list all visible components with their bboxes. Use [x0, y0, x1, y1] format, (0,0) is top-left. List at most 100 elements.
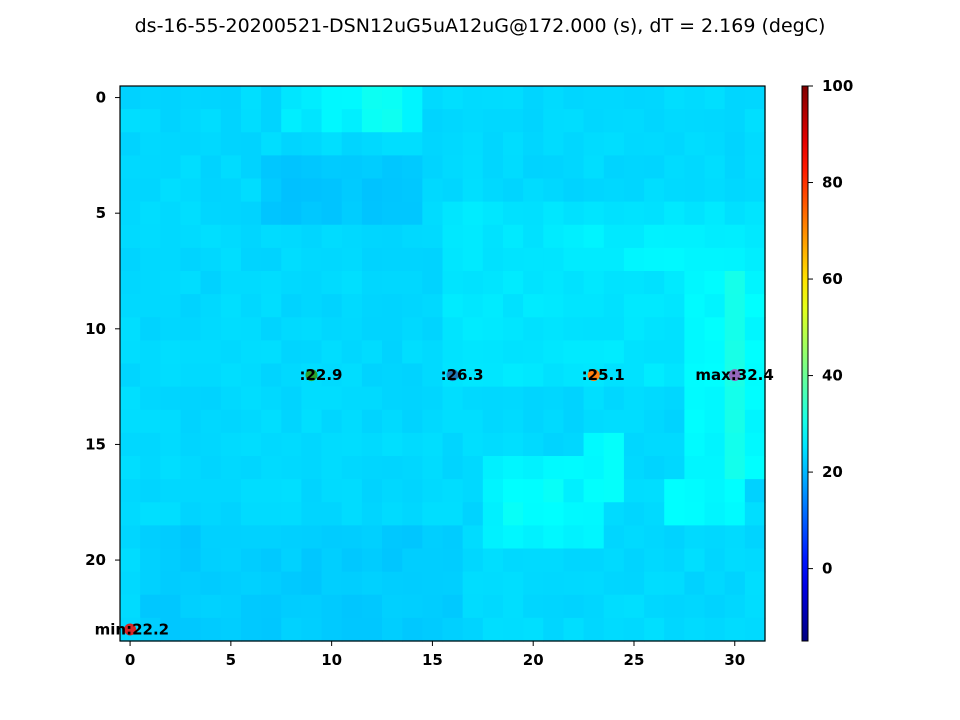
heatmap-cell — [603, 617, 625, 642]
heatmap-cell — [200, 317, 222, 341]
heatmap-cell — [240, 294, 262, 318]
heatmap-cell — [200, 386, 222, 411]
heatmap-cell — [382, 271, 403, 295]
heatmap-cell — [543, 386, 565, 411]
heatmap-cell — [140, 247, 161, 272]
heatmap-cell — [240, 409, 262, 434]
heatmap-cell — [603, 201, 625, 226]
heatmap-cell — [361, 247, 383, 272]
heatmap-cell — [321, 224, 343, 249]
heatmap-cell — [220, 247, 242, 272]
heatmap-cell — [744, 109, 766, 133]
heatmap-cell — [664, 201, 685, 226]
heatmap-cell — [301, 525, 323, 550]
heatmap-cell — [422, 178, 444, 203]
heatmap-cell — [684, 548, 706, 573]
heatmap-cell — [623, 132, 645, 156]
heatmap-cell — [301, 479, 323, 503]
heatmap-cell — [180, 386, 202, 411]
heatmap-cell — [482, 525, 504, 550]
heatmap-cell — [482, 340, 504, 365]
heatmap-cell — [644, 594, 665, 619]
marker-point — [305, 369, 318, 382]
heatmap-cell — [402, 432, 423, 457]
heatmap-cell — [281, 86, 303, 110]
heatmap-cell — [220, 317, 242, 341]
heatmap-cell — [482, 132, 504, 156]
heatmap-cell — [341, 456, 363, 480]
heatmap-cell — [644, 132, 665, 156]
marker-point — [124, 623, 137, 636]
heatmap-cell — [220, 571, 242, 596]
heatmap-cell — [200, 502, 222, 526]
heatmap-cell — [341, 271, 363, 295]
heatmap-cell — [261, 571, 282, 596]
heatmap-cell — [321, 340, 343, 365]
heatmap-cell — [321, 271, 343, 295]
heatmap-cell — [382, 548, 403, 573]
heatmap-cell — [724, 178, 746, 203]
heatmap-cell — [744, 386, 766, 411]
heatmap-cell — [724, 456, 746, 480]
heatmap-cell — [402, 109, 423, 133]
heatmap-cell — [724, 132, 746, 156]
heatmap-cell — [482, 201, 504, 226]
heatmap-cell — [502, 386, 524, 411]
heatmap-cell — [160, 525, 182, 550]
heatmap-cell — [120, 479, 141, 503]
heatmap-cell — [442, 247, 464, 272]
heatmap-cell — [442, 548, 464, 573]
heatmap-cell — [724, 109, 746, 133]
heatmap-cell — [462, 317, 484, 341]
heatmap-cell — [563, 201, 585, 226]
heatmap-cell — [644, 571, 665, 596]
heatmap-cell — [261, 317, 282, 341]
heatmap-cell — [120, 317, 141, 341]
heatmap-cell — [180, 132, 202, 156]
x-tick-label: 0 — [125, 651, 135, 669]
heatmap-cell — [664, 432, 685, 457]
heatmap-cell — [382, 525, 403, 550]
heatmap-cell — [482, 247, 504, 272]
heatmap-cell — [704, 571, 726, 596]
heatmap-cell — [321, 432, 343, 457]
heatmap-cell — [382, 456, 403, 480]
heatmap-cell — [563, 617, 585, 642]
heatmap-cell — [462, 132, 484, 156]
heatmap-cell — [563, 294, 585, 318]
heatmap-cell — [301, 409, 323, 434]
heatmap-cell — [261, 224, 282, 249]
colorbar-tick-label: 0 — [822, 560, 832, 578]
heatmap-cell — [341, 294, 363, 318]
heatmap-cell — [140, 571, 161, 596]
heatmap-cell — [180, 271, 202, 295]
heatmap-cell — [301, 247, 323, 272]
heatmap-cell — [704, 363, 726, 388]
heatmap-cell — [220, 109, 242, 133]
heatmap-cell — [120, 548, 141, 573]
heatmap-cell — [664, 178, 685, 203]
heatmap-cell — [160, 109, 182, 133]
heatmap-cell — [523, 247, 544, 272]
heatmap-cell — [341, 340, 363, 365]
heatmap-cell — [341, 155, 363, 180]
heatmap-cell — [160, 155, 182, 180]
heatmap-cell — [442, 502, 464, 526]
heatmap-cell — [543, 340, 565, 365]
plot-frame — [119, 85, 766, 642]
heatmap-cell — [664, 317, 685, 341]
heatmap-cell — [623, 271, 645, 295]
heatmap-cell — [523, 456, 544, 480]
heatmap-cell — [361, 86, 383, 110]
heatmap-cell — [623, 432, 645, 457]
heatmap-cell — [623, 548, 645, 573]
heatmap-cell — [704, 86, 726, 110]
heatmap-cell — [442, 386, 464, 411]
y-tick-label: 0 — [96, 89, 106, 107]
heatmap-cell — [523, 86, 544, 110]
heatmap-cell — [744, 155, 766, 180]
heatmap-cell — [281, 317, 303, 341]
heatmap-cell — [724, 594, 746, 619]
heatmap-cell — [220, 132, 242, 156]
heatmap-cell — [623, 201, 645, 226]
